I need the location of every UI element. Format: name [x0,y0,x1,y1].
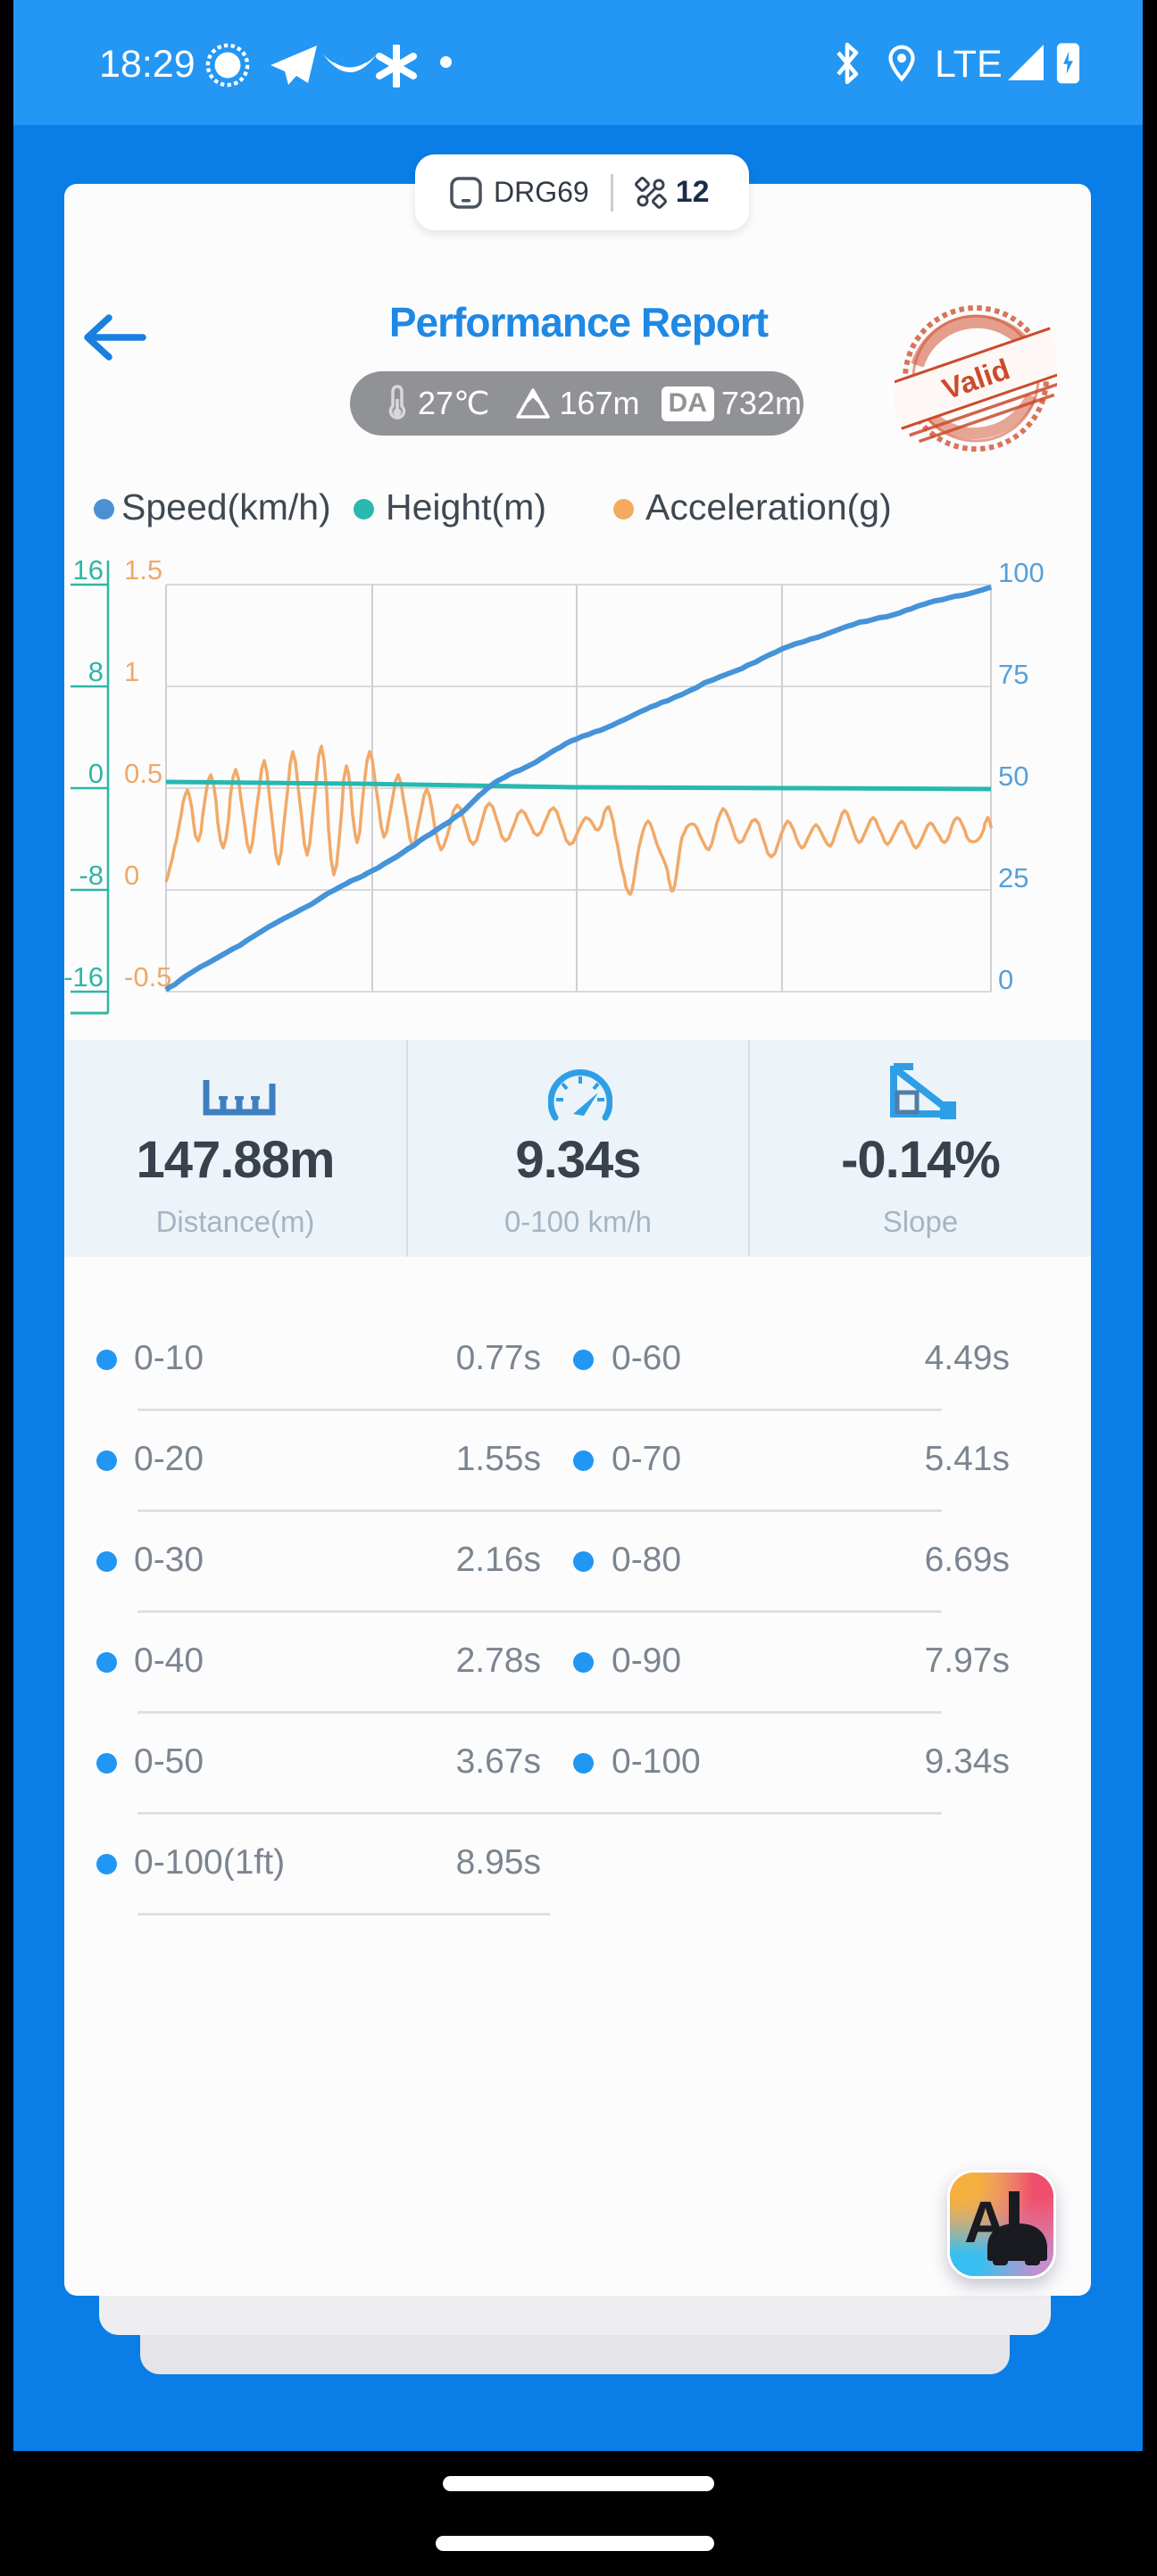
svg-text:16: 16 [73,554,104,586]
svg-text:75: 75 [998,659,1028,690]
svg-text:100: 100 [998,557,1045,588]
svg-text:-16: -16 [63,961,104,993]
svg-text:0: 0 [88,758,104,789]
svg-text:1.5: 1.5 [124,554,162,586]
svg-text:25: 25 [998,862,1028,893]
svg-text:50: 50 [998,760,1028,792]
svg-text:-0.5: -0.5 [124,961,171,993]
svg-text:1: 1 [124,656,139,687]
svg-text:-8: -8 [79,860,104,891]
svg-text:0: 0 [998,964,1013,995]
svg-text:0: 0 [124,860,139,891]
svg-text:0.5: 0.5 [124,758,162,789]
svg-text:8: 8 [88,656,104,687]
